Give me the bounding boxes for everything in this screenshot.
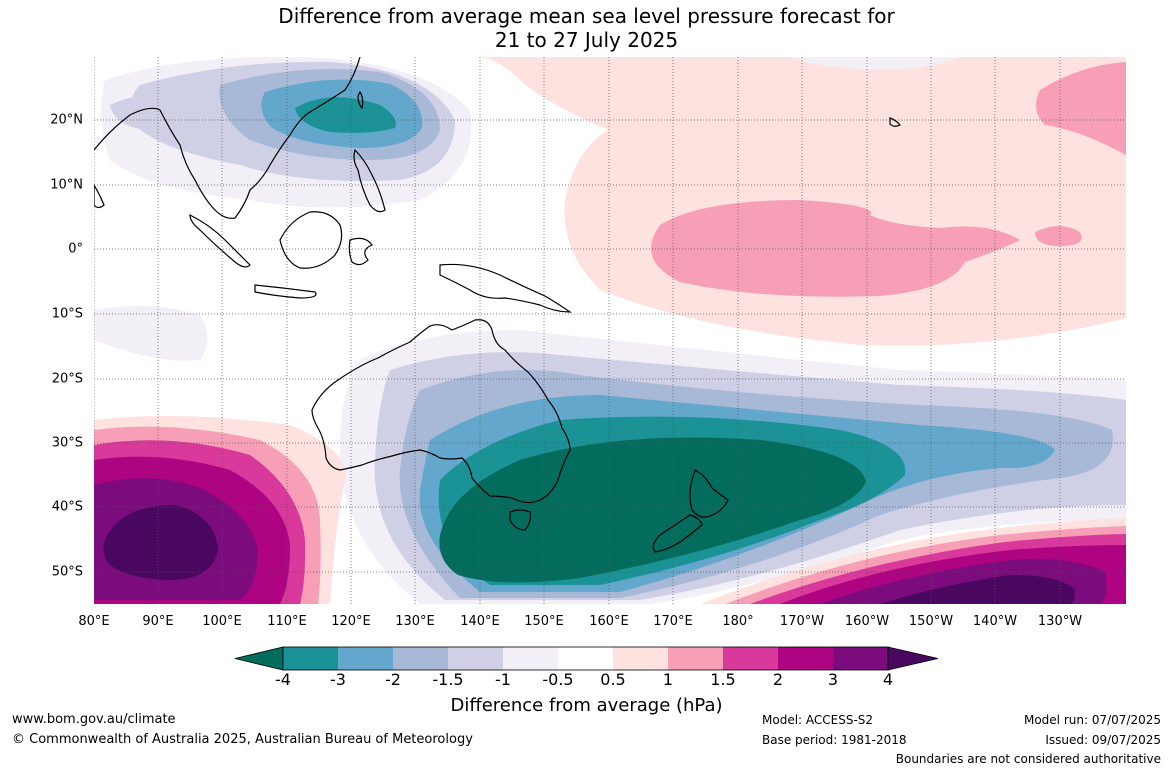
australia-coast [311, 319, 571, 504]
colorbar-tick-label: -1 [495, 670, 511, 689]
new-zealand-north-coast [689, 469, 729, 518]
north-positive-core-small [1035, 226, 1082, 246]
map-area [94, 57, 1126, 604]
lon-label: 120°E [331, 614, 371, 629]
colorbar-high-extend [887, 646, 939, 671]
lat-label: 20°N [50, 112, 83, 128]
lat-label: 10°N [50, 177, 83, 193]
asia-west-weak [110, 96, 176, 130]
se-positive-core [880, 575, 1075, 604]
colorbar-swatch [393, 647, 448, 670]
hawaii-coast [889, 117, 901, 127]
colorbar-swatch [778, 647, 833, 670]
colorbar-title: Difference from average (hPa) [450, 695, 723, 716]
lon-label: 130°E [395, 614, 435, 629]
sumatra-coast [189, 214, 251, 268]
colorbar-tick-label: 2 [772, 670, 784, 689]
colorbar-tick-label: -0.5 [542, 670, 574, 689]
west-positive-core [103, 505, 218, 580]
lon-label: 180° [722, 614, 754, 629]
lon-label: 160°W [844, 614, 890, 629]
north-positive-core [651, 200, 1020, 297]
colorbar-swatch [283, 647, 338, 670]
taiwan-coast [357, 90, 364, 110]
colorbar-tick-label: 1 [662, 670, 674, 689]
java-coast [254, 284, 317, 299]
lat-label: 20°S [51, 371, 83, 387]
colorbar-swatch [668, 647, 723, 670]
lon-label: 90°E [142, 614, 174, 629]
title-line-2: 21 to 27 July 2025 [494, 28, 679, 52]
south-negative-core [439, 437, 866, 583]
colorbar-tick-label: -1.5 [432, 670, 464, 689]
map-title: Difference from average mean sea level p… [0, 4, 1173, 52]
lon-label: 150°W [908, 614, 954, 629]
title-line-1: Difference from average mean sea level p… [278, 4, 895, 28]
north-weak-band [790, 57, 960, 70]
colorbar [234, 646, 939, 671]
borneo-coast [279, 211, 343, 269]
lon-label: 140°E [460, 614, 500, 629]
lon-label: 130°W [1037, 614, 1083, 629]
footer-base-period: Base period: 1981-2018 [762, 733, 907, 747]
new-guinea-coast [439, 263, 572, 313]
colorbar-tick-label: -2 [385, 670, 401, 689]
colorbar-tick-label: -3 [330, 670, 346, 689]
footer-copyright: © Commonwealth of Australia 2025, Austra… [12, 732, 473, 747]
colorbar-tick-label: 1.5 [710, 670, 736, 689]
lat-label: 10°S [51, 306, 83, 322]
lat-label: 30°S [51, 435, 83, 451]
colorbar-tick-label: 3 [827, 670, 839, 689]
footer-url: www.bom.gov.au/climate [12, 712, 176, 727]
footer-disclaimer: Boundaries are not considered authoritat… [895, 752, 1161, 766]
lon-label: 170°E [653, 614, 693, 629]
colorbar-tick-label: 0.5 [600, 670, 626, 689]
footer-model: Model: ACCESS-S2 [762, 713, 874, 727]
colorbar-tick-label: -4 [275, 670, 291, 689]
sri-lanka-coast [94, 183, 105, 209]
lon-label: 110°E [267, 614, 307, 629]
colorbar-outline [282, 646, 889, 671]
colorbar-swatch [448, 647, 503, 670]
colorbar-swatch [723, 647, 778, 670]
gridlines [94, 57, 1126, 604]
lon-label: 170°W [779, 614, 825, 629]
lon-label: 150°E [524, 614, 564, 629]
asia-mainland-coast [94, 57, 361, 219]
footer-issued: Issued: 09/07/2025 [1045, 733, 1161, 747]
lon-label: 160°E [589, 614, 629, 629]
ne-positive-core [1036, 62, 1126, 155]
coastlines [94, 57, 901, 553]
colorbar-tick-label: 4 [882, 670, 894, 689]
tasmania-coast [509, 509, 532, 531]
lon-label: 140°W [972, 614, 1018, 629]
lat-label: 0° [68, 241, 83, 257]
indian-weak-negative [94, 306, 208, 361]
lat-label: 40°S [51, 499, 83, 515]
colorbar-low-extend [234, 646, 284, 671]
lat-label: 50°S [51, 564, 83, 580]
colorbar-swatch [338, 647, 393, 670]
colorbar-swatch [613, 647, 668, 670]
sulawesi-coast [348, 237, 373, 266]
colorbar-swatch [503, 647, 558, 670]
colorbar-swatch [558, 647, 613, 670]
new-zealand-south-coast [652, 514, 703, 553]
lon-label: 80°E [78, 614, 110, 629]
footer-model-run: Model run: 07/07/2025 [1023, 713, 1161, 727]
lon-label: 100°E [202, 614, 242, 629]
philippines-coast [353, 148, 386, 213]
colorbar-swatch [833, 647, 888, 670]
